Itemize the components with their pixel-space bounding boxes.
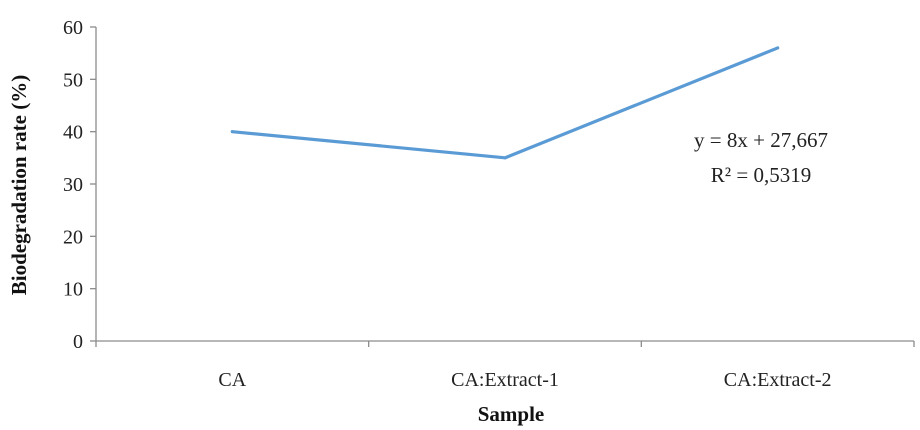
x-tick-label: CA <box>218 369 246 391</box>
y-axis-title: Biodegradation rate (%) <box>7 75 31 295</box>
data-point <box>503 156 507 160</box>
x-axis-ticks: CA CA:Extract-1 CA:Extract-2 <box>95 341 915 391</box>
x-axis-title: Sample <box>478 402 545 426</box>
series-layer <box>230 46 780 160</box>
y-tick-label: 50 <box>63 69 83 91</box>
y-tick-label: 20 <box>63 226 83 248</box>
y-tick-label: 30 <box>63 174 83 196</box>
r-squared-label: R² = 0,5319 <box>711 163 811 187</box>
data-point <box>230 130 234 134</box>
y-tick-label: 40 <box>63 122 83 144</box>
data-point <box>776 46 780 50</box>
y-axis-ticks: 0 10 20 30 40 50 60 <box>63 17 96 353</box>
x-tick-label: CA:Extract-1 <box>451 369 559 391</box>
trendline-equation: y = 8x + 27,667 <box>694 128 828 152</box>
y-tick-label: 10 <box>63 279 83 301</box>
x-tick-label: CA:Extract-2 <box>724 369 832 391</box>
y-tick-label: 0 <box>73 331 83 353</box>
y-tick-label: 60 <box>63 17 83 39</box>
